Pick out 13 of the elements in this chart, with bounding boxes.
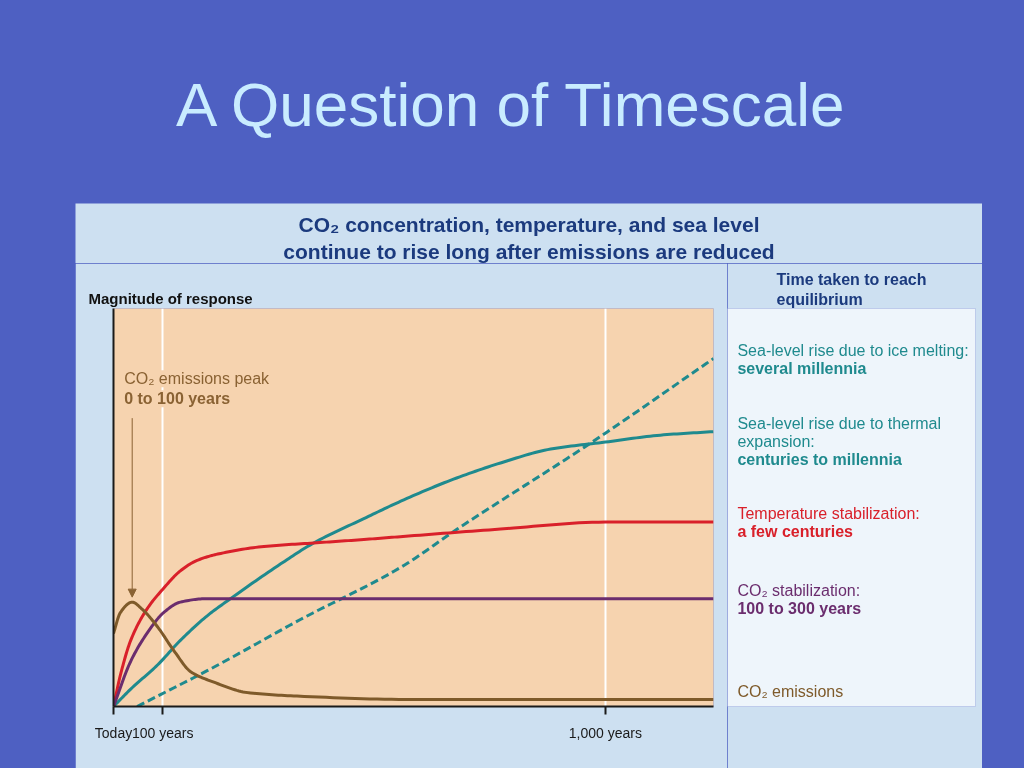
series-label: Temperature stabilization: a few centuries bbox=[737, 505, 920, 541]
series-label: Sea-level rise due to thermal expansion: centuries to millennia bbox=[737, 414, 942, 468]
x-tick-label: Today bbox=[94, 724, 133, 741]
x-tick-label: 1,000 years bbox=[568, 724, 642, 741]
x-tick-label: 100 years bbox=[131, 724, 194, 741]
y-axis-title: Magnitude of response bbox=[88, 289, 253, 307]
series-label: CO₂ stabilization: 100 to 300 years bbox=[737, 581, 862, 617]
annotation: CO₂ emissions peak 0 to 100 years bbox=[124, 370, 271, 408]
chart-subtitle: CO₂ concentration, temperature, and sea level continue to rise long after emissions are reduced bbox=[283, 213, 775, 264]
legend-title: Time taken to reach equilibrium bbox=[776, 271, 927, 308]
chart-title: A Question of Timescale bbox=[175, 69, 845, 139]
series-label: Sea-level rise due to ice melting: several millennia bbox=[737, 341, 969, 377]
series-label: CO₂ emissions bbox=[737, 682, 844, 700]
